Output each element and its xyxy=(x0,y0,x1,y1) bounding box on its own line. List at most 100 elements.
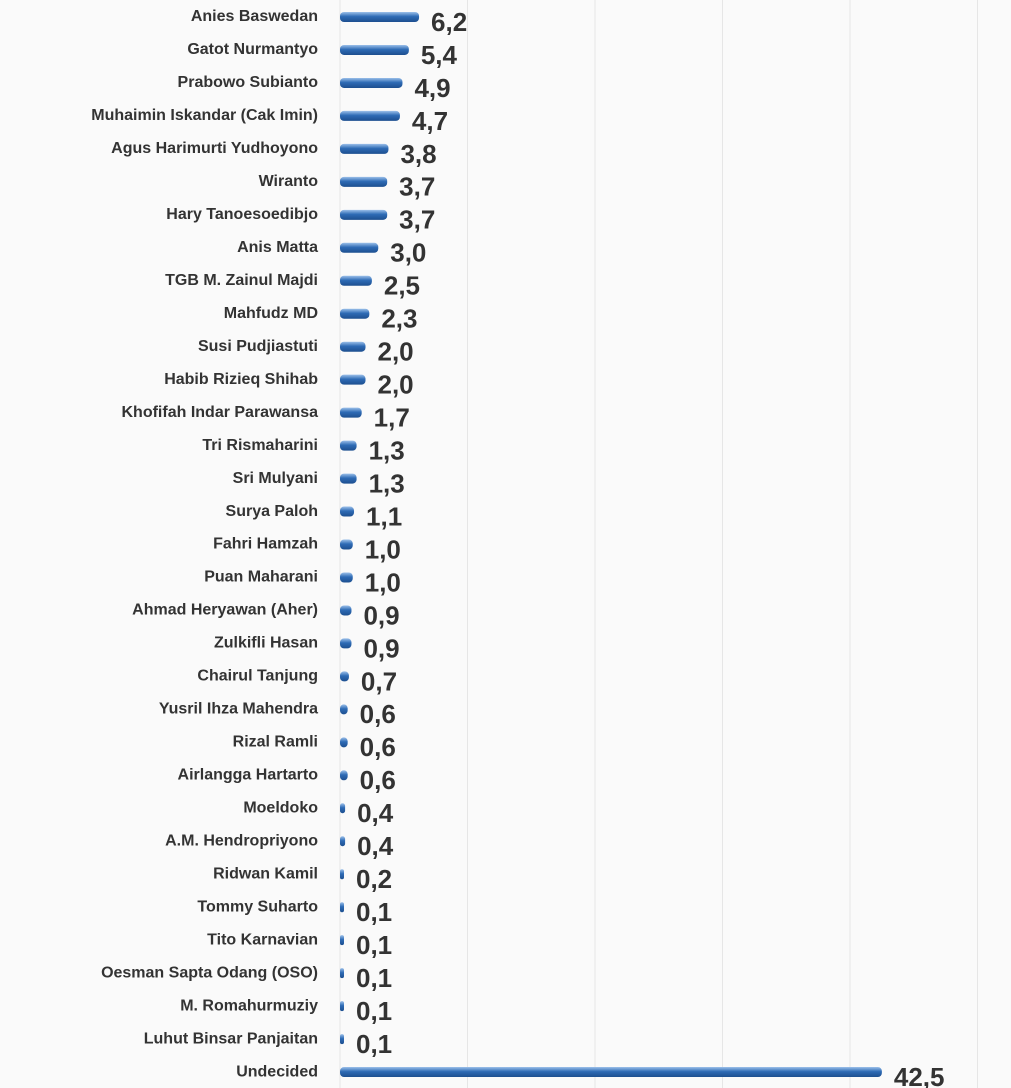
value-label: 42,5 xyxy=(894,1062,945,1088)
category-label: Tri Rismaharini xyxy=(202,437,318,454)
category-label: Zulkifli Hasan xyxy=(214,635,318,652)
category-label: Hary Tanoesoedibjo xyxy=(166,206,318,223)
category-label: Anis Matta xyxy=(237,239,318,256)
value-label: 0,1 xyxy=(356,930,392,960)
value-label: 0,1 xyxy=(356,996,392,1026)
category-label: Airlangga Hartarto xyxy=(178,767,319,784)
bar xyxy=(340,143,389,154)
category-label: Yusril Ihza Mahendra xyxy=(159,701,318,718)
value-label: 0,2 xyxy=(356,864,392,894)
value-label: 2,0 xyxy=(378,337,414,367)
value-label: 0,9 xyxy=(363,633,399,663)
category-label: Undecided xyxy=(236,1063,318,1080)
bar xyxy=(340,506,355,517)
category-label: Anies Baswedan xyxy=(191,8,318,25)
category-label: Agus Harimurti Yudhoyono xyxy=(111,140,318,157)
category-label: TGB M. Zainul Majdi xyxy=(165,272,318,289)
value-label: 3,0 xyxy=(390,238,426,268)
category-label: Luhut Binsar Panjaitan xyxy=(144,1030,318,1047)
category-label: Rizal Ramli xyxy=(233,734,318,751)
category-label: Ridwan Kamil xyxy=(213,865,318,882)
category-label: Puan Maharani xyxy=(204,569,318,586)
bar xyxy=(340,737,348,748)
category-label: Tommy Suharto xyxy=(197,898,318,915)
category-label: Ahmad Heryawan (Aher) xyxy=(132,602,318,619)
category-label: Gatot Nurmantyo xyxy=(187,41,318,58)
category-label: Mahfudz MD xyxy=(224,305,318,322)
bar xyxy=(340,803,346,814)
bar xyxy=(340,704,348,715)
value-label: 0,1 xyxy=(356,1029,392,1059)
value-label: 1,7 xyxy=(374,403,410,433)
bar xyxy=(340,1034,344,1045)
bar xyxy=(340,935,344,946)
bar xyxy=(340,638,352,649)
value-label: 0,4 xyxy=(357,831,394,861)
category-label: M. Romahurmuziy xyxy=(180,997,318,1014)
bar xyxy=(340,407,362,418)
value-label: 5,4 xyxy=(421,40,458,70)
bar xyxy=(340,12,420,22)
value-label: 1,0 xyxy=(365,567,401,597)
category-label: Sri Mulyani xyxy=(233,470,318,487)
bar xyxy=(340,308,370,319)
category-label: Fahri Hamzah xyxy=(213,536,318,553)
category-label: Chairul Tanjung xyxy=(197,668,318,685)
bar xyxy=(340,671,349,682)
category-label: Moeldoko xyxy=(243,799,318,816)
bar xyxy=(340,1001,344,1012)
bar xyxy=(340,242,379,253)
category-label: Susi Pudjiastuti xyxy=(198,338,318,355)
bar xyxy=(340,572,353,583)
bar xyxy=(340,209,388,220)
bar xyxy=(340,77,403,88)
value-label: 1,1 xyxy=(366,501,402,531)
value-label: 0,7 xyxy=(361,666,397,696)
bar xyxy=(340,968,344,979)
bar xyxy=(340,473,357,484)
value-label: 1,0 xyxy=(365,534,401,564)
category-label: Muhaimin Iskandar (Cak Imin) xyxy=(91,107,318,124)
value-label: 1,3 xyxy=(369,435,405,465)
value-label: 6,2 xyxy=(431,7,467,37)
category-label: Surya Paloh xyxy=(226,503,318,520)
value-label: 3,8 xyxy=(400,139,436,169)
category-label: Tito Karnavian xyxy=(207,931,318,948)
value-label: 2,3 xyxy=(381,304,417,334)
value-label: 1,3 xyxy=(369,468,405,498)
bar xyxy=(340,605,352,616)
bar xyxy=(340,341,366,352)
value-label: 4,7 xyxy=(412,106,448,136)
bar xyxy=(340,902,344,913)
bar xyxy=(340,1067,882,1078)
category-label: Oesman Sapta Odang (OSO) xyxy=(101,964,318,981)
value-label: 0,1 xyxy=(356,897,392,927)
category-label: Prabowo Subianto xyxy=(178,74,319,91)
value-label: 4,9 xyxy=(414,73,450,103)
bar xyxy=(340,44,409,55)
category-label: Wiranto xyxy=(259,173,319,190)
value-label: 2,0 xyxy=(378,370,414,400)
bar xyxy=(340,275,372,286)
value-label: 0,6 xyxy=(360,765,396,795)
bar xyxy=(340,539,353,550)
value-label: 0,1 xyxy=(356,963,392,993)
bar xyxy=(340,176,388,187)
value-label: 2,5 xyxy=(384,271,420,301)
bar xyxy=(340,836,346,847)
value-label: 0,4 xyxy=(357,798,394,828)
bar xyxy=(340,110,400,121)
category-label: Khofifah Indar Parawansa xyxy=(122,404,319,421)
bar xyxy=(340,440,357,451)
bar xyxy=(340,869,344,880)
value-label: 0,6 xyxy=(360,699,396,729)
value-label: 0,9 xyxy=(363,600,399,630)
value-label: 3,7 xyxy=(399,172,435,202)
category-label: A.M. Hendropriyono xyxy=(165,832,318,849)
value-label: 0,6 xyxy=(360,732,396,762)
bar xyxy=(340,374,366,385)
bar xyxy=(340,770,348,781)
category-label: Habib Rizieq Shihab xyxy=(164,371,318,388)
